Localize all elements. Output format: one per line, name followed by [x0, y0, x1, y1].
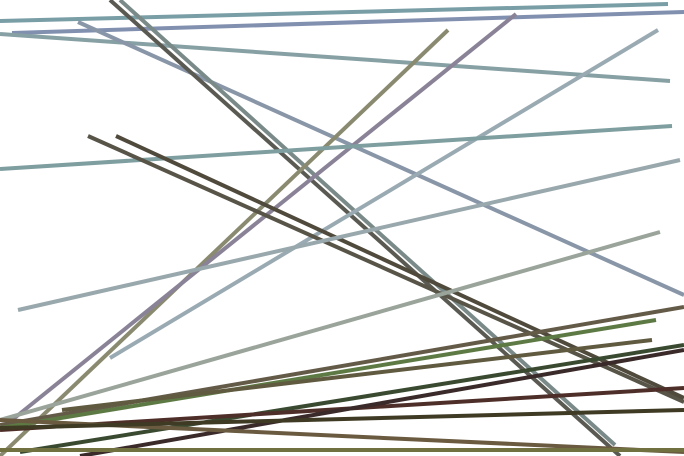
line-stroke — [0, 28, 450, 456]
line-stroke — [115, 134, 684, 400]
line-stroke — [61, 338, 653, 412]
line-stroke — [108, 28, 660, 360]
line-stroke — [19, 343, 684, 454]
line-stroke — [0, 408, 684, 430]
line-stroke — [11, 10, 684, 35]
line-stroke — [77, 20, 684, 297]
line-stroke — [118, 0, 617, 447]
line-stroke — [108, 0, 622, 456]
line-stroke — [10, 12, 518, 422]
line-stroke — [0, 124, 673, 171]
line-stroke — [0, 32, 671, 83]
line-stroke — [0, 2, 669, 23]
line-stroke — [17, 158, 681, 312]
line-stroke — [0, 318, 657, 430]
line-stroke — [79, 348, 684, 456]
line-stroke — [0, 230, 661, 422]
line-stroke — [87, 134, 684, 404]
